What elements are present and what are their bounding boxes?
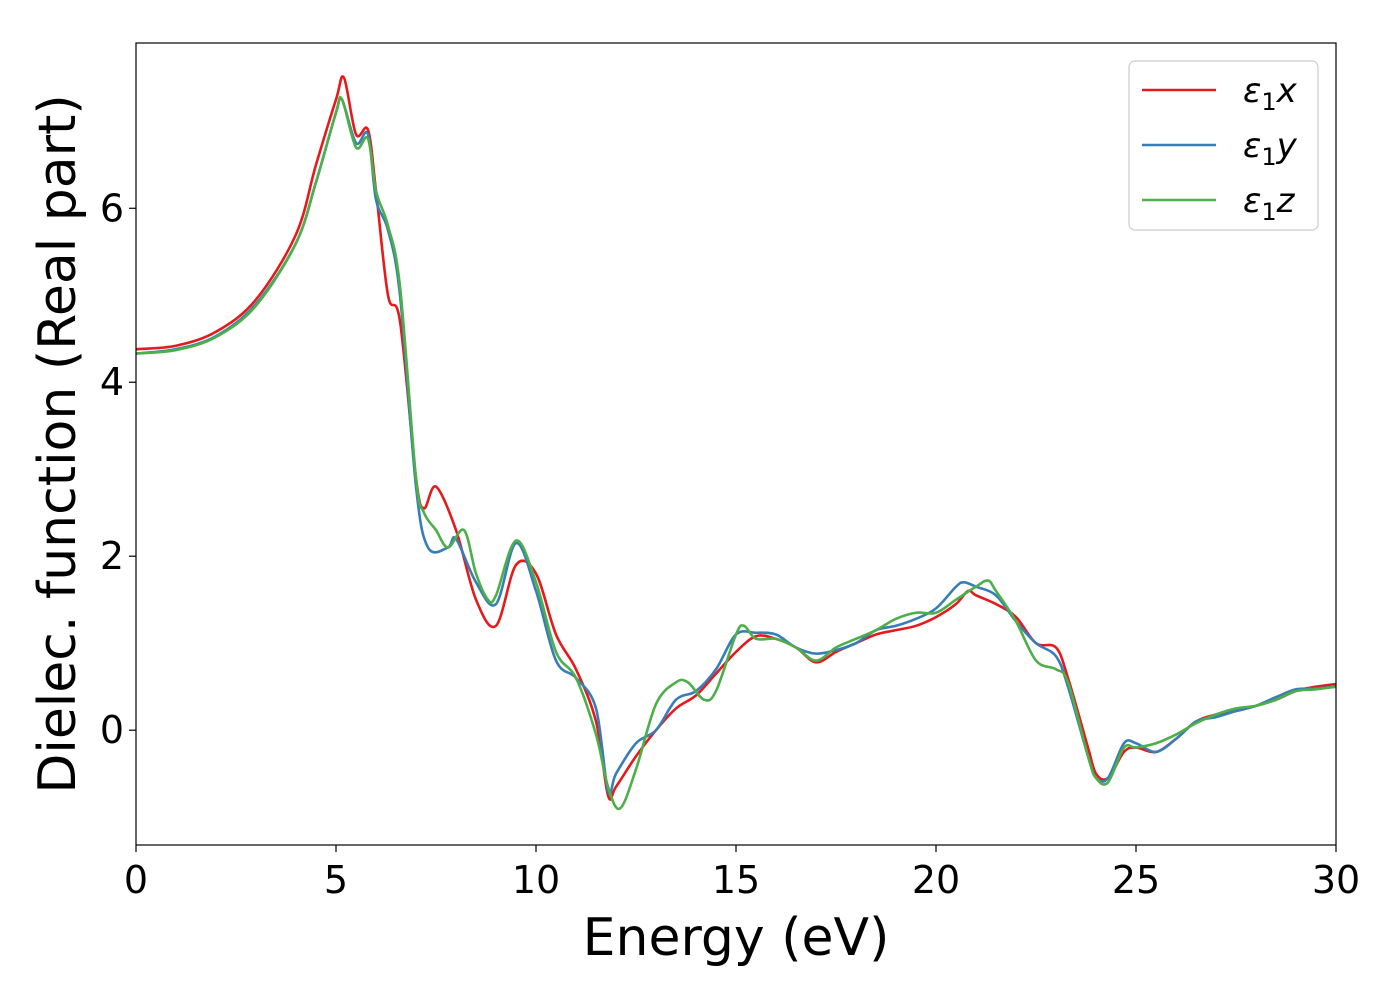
legend-items: ε1x ε1y ε1z	[1142, 71, 1298, 226]
legend: ε1x ε1y ε1z	[1128, 60, 1319, 231]
y-axis-ticks: 0 2 4 6	[100, 186, 136, 752]
legend-label-y: ε1y	[1243, 126, 1298, 171]
y-tick-label: 6	[100, 186, 124, 230]
x-tick-label: 30	[1312, 858, 1360, 902]
x-axis-ticks: 0 5 10 15 20 25 30	[124, 845, 1360, 902]
x-tick-label: 15	[712, 858, 760, 902]
legend-box	[1128, 60, 1319, 231]
x-axis-label: Energy (eV)	[583, 908, 890, 968]
series-layer	[136, 75, 1336, 811]
legend-label-x: ε1x	[1243, 71, 1298, 116]
y-axis-label: Dielec. function (Real part)	[28, 94, 88, 793]
series-line-z	[136, 95, 1336, 811]
series-line-x	[136, 75, 1336, 801]
x-tick-label: 25	[1112, 858, 1160, 902]
legend-label-z: ε1z	[1243, 181, 1296, 226]
series-line-y	[136, 96, 1336, 796]
x-tick-label: 0	[124, 858, 148, 902]
x-tick-label: 20	[912, 858, 960, 902]
y-tick-label: 0	[100, 708, 124, 752]
x-tick-label: 10	[512, 858, 560, 902]
x-tick-label: 5	[324, 858, 348, 902]
y-tick-label: 4	[100, 360, 124, 404]
y-tick-label: 2	[100, 534, 124, 578]
